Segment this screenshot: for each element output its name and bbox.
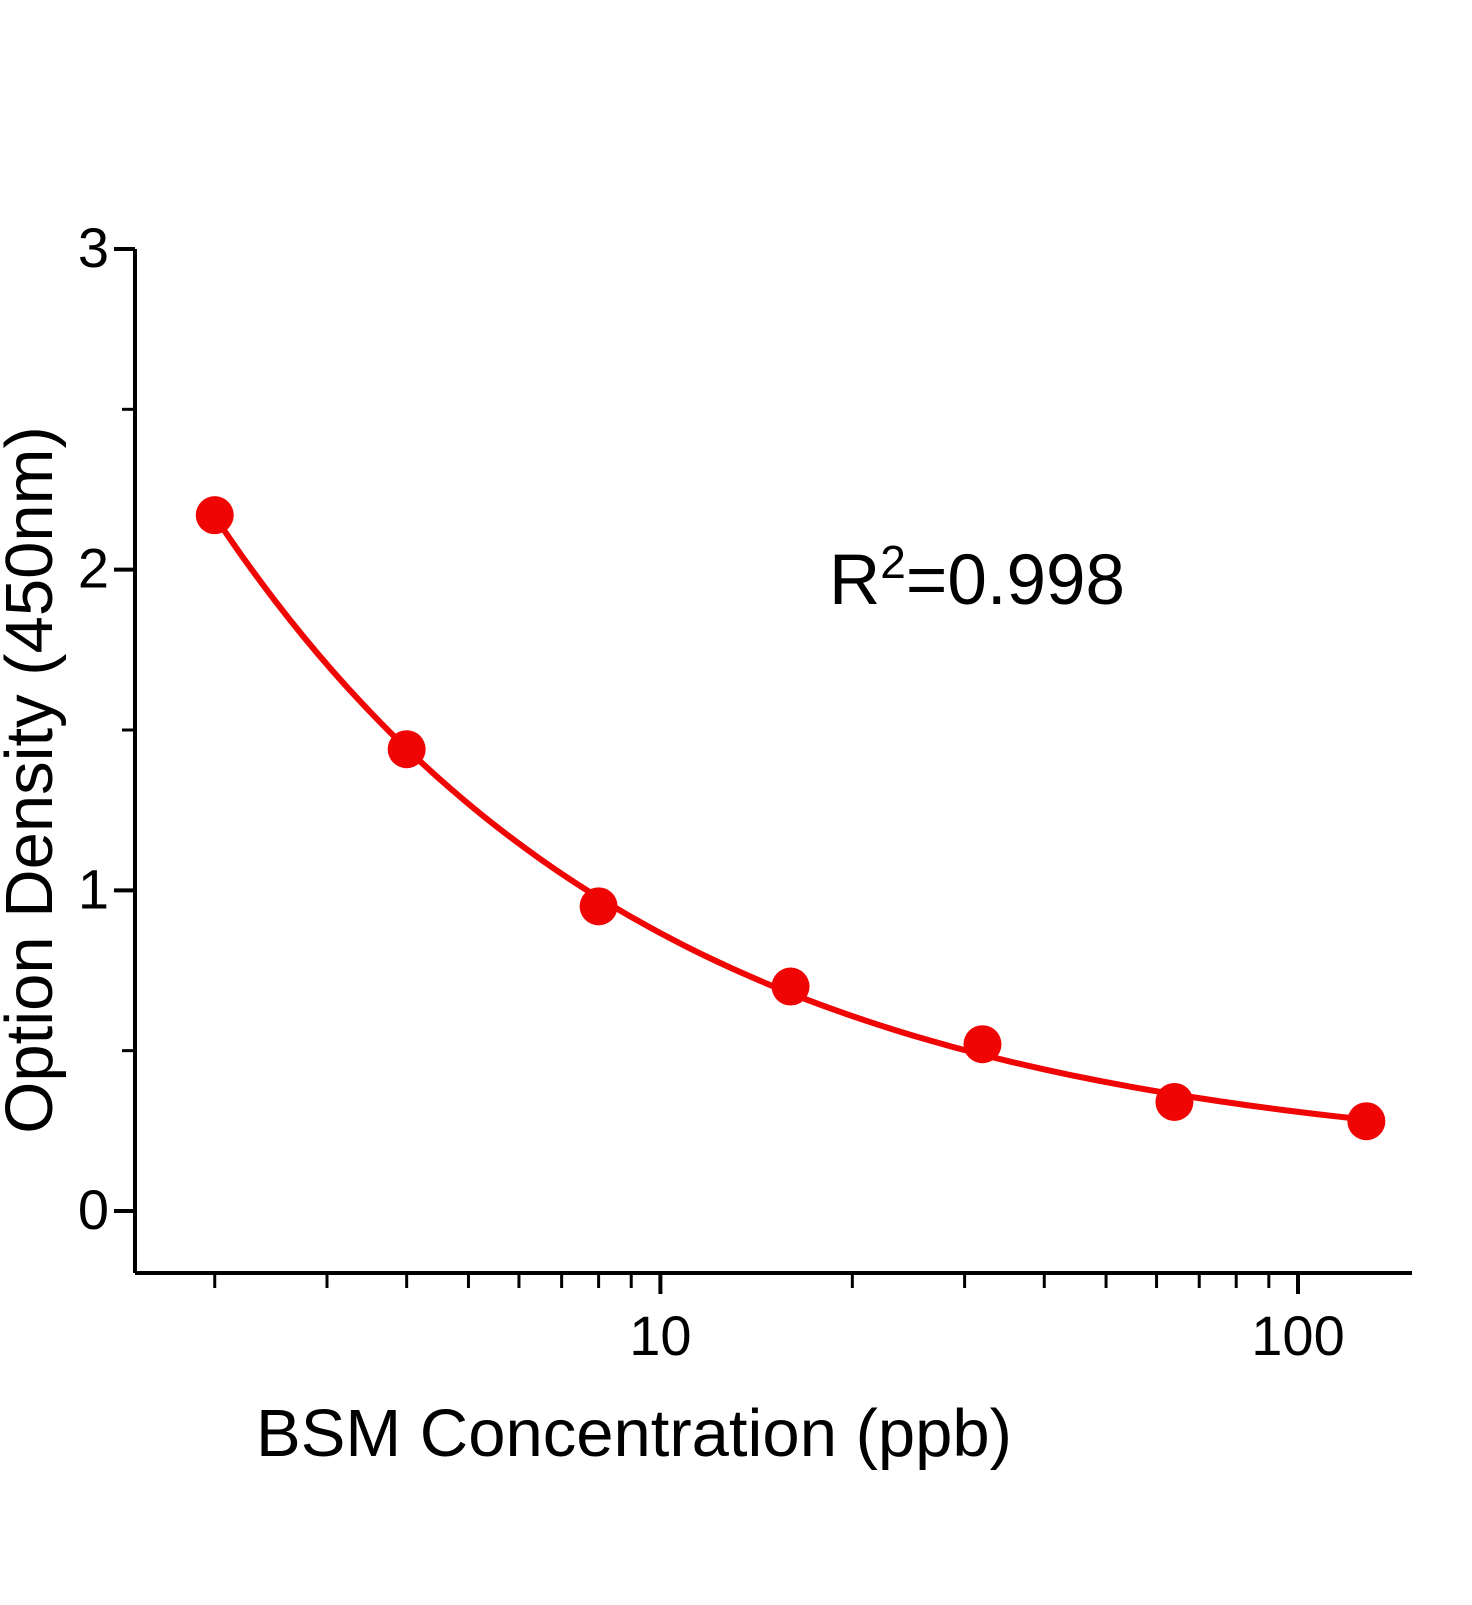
svg-text:10: 10 (629, 1304, 691, 1367)
svg-text:1: 1 (78, 857, 109, 920)
svg-text:0: 0 (78, 1178, 109, 1241)
svg-text:3: 3 (78, 216, 109, 279)
svg-text:100: 100 (1251, 1304, 1344, 1367)
svg-text:2: 2 (78, 537, 109, 600)
svg-text:Option Density (450nm): Option Density (450nm) (0, 426, 67, 1134)
svg-text:R2=0.998: R2=0.998 (829, 536, 1125, 620)
svg-text:BSM Concentration (ppb): BSM Concentration (ppb) (256, 1396, 1012, 1471)
